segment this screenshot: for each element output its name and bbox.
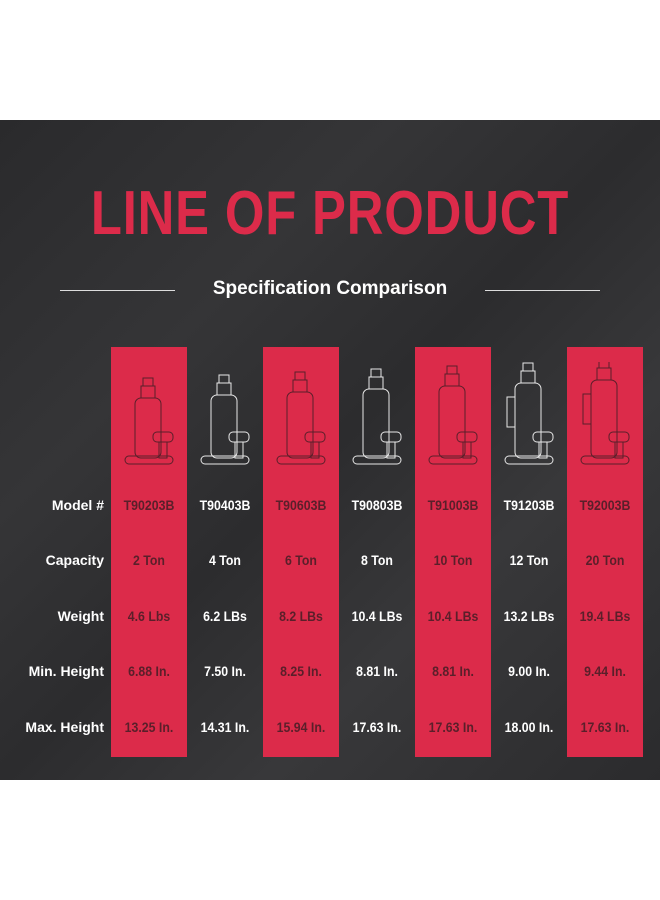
bottle-jack-icon [187, 362, 263, 482]
cell-capacity: 20 Ton [585, 552, 625, 568]
cell-max: 17.63 In. [352, 719, 402, 735]
cell-model: T92003B [579, 497, 631, 513]
cell-capacity: 6 Ton [285, 552, 317, 568]
cell-weight: 6.2 LBs [203, 608, 247, 624]
cell-weight: 19.4 LBs [579, 608, 631, 624]
cell-model: T90203B [123, 497, 175, 513]
cell-max: 18.00 In. [504, 719, 554, 735]
cell-weight: 10.4 LBs [427, 608, 479, 624]
highlight-column [111, 347, 187, 757]
subtitle: Specification Comparison [212, 278, 448, 299]
cell-min: 7.50 In. [204, 663, 246, 679]
cell-capacity: 2 Ton [133, 552, 165, 568]
cell-weight: 8.2 LBs [279, 608, 323, 624]
cell-model: T91003B [427, 497, 479, 513]
cell-max: 14.31 In. [200, 719, 250, 735]
cell-max: 15.94 In. [276, 719, 326, 735]
bottle-jack-icon [111, 362, 187, 482]
cell-capacity: 10 Ton [433, 552, 473, 568]
bottle-jack-icon [415, 362, 491, 482]
bottle-jack-icon [491, 362, 567, 482]
cell-capacity: 12 Ton [509, 552, 549, 568]
cell-model: T90403B [199, 497, 251, 513]
divider-left [60, 290, 175, 291]
cell-min: 9.44 In. [584, 663, 626, 679]
cell-min: 8.25 In. [280, 663, 322, 679]
cell-max: 13.25 In. [124, 719, 174, 735]
highlight-column [263, 347, 339, 757]
cell-weight: 10.4 LBs [351, 608, 403, 624]
row-label: Capacity [45, 552, 104, 568]
cell-max: 17.63 In. [580, 719, 630, 735]
cell-min: 8.81 In. [356, 663, 398, 679]
cell-min: 8.81 In. [432, 663, 474, 679]
row-label: Weight [57, 608, 104, 624]
cell-capacity: 8 Ton [361, 552, 393, 568]
bottle-jack-icon [339, 362, 415, 482]
cell-min: 9.00 In. [508, 663, 550, 679]
cell-model: T90603B [275, 497, 327, 513]
cell-model: T90803B [351, 497, 403, 513]
cell-weight: 4.6 Lbs [127, 608, 171, 624]
cell-max: 17.63 In. [428, 719, 478, 735]
cell-model: T91203B [503, 497, 555, 513]
cell-weight: 13.2 LBs [503, 608, 555, 624]
cell-min: 6.88 In. [128, 663, 170, 679]
highlight-column [567, 347, 643, 757]
row-label: Min. Height [28, 663, 104, 679]
bottle-jack-icon [567, 359, 643, 482]
divider-right [485, 290, 600, 291]
row-label: Model # [51, 497, 104, 513]
bottle-jack-icon [263, 362, 339, 482]
cell-capacity: 4 Ton [209, 552, 241, 568]
row-label: Max. Height [25, 719, 104, 735]
page-title: LINE OF PRODUCT [90, 179, 570, 248]
highlight-column [415, 347, 491, 757]
